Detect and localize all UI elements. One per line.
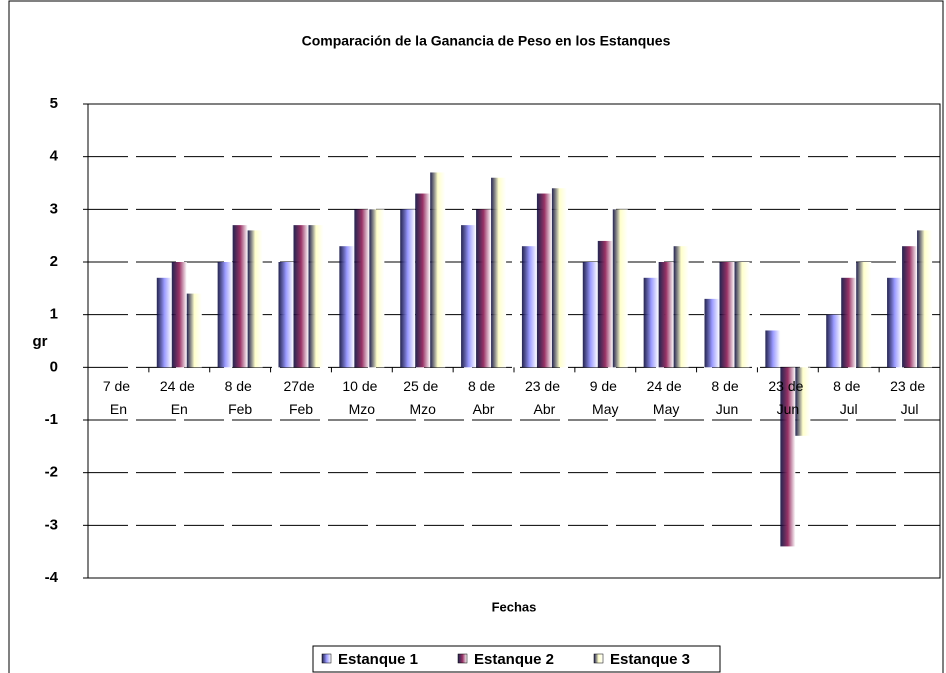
bar — [232, 225, 248, 368]
legend-swatch — [321, 653, 332, 664]
x-axis-title: Fechas — [492, 599, 537, 614]
x-tick-label: 27de Feb — [283, 378, 318, 417]
bar — [521, 246, 537, 368]
bar — [902, 246, 918, 368]
bar — [612, 209, 628, 368]
x-tick-label: 8 de Feb — [225, 378, 256, 417]
bar — [491, 177, 507, 368]
bar — [247, 230, 263, 368]
bar — [186, 293, 202, 368]
legend-swatch — [457, 653, 468, 664]
bar — [734, 262, 750, 368]
bar — [765, 330, 781, 368]
bar — [795, 367, 811, 436]
x-tick-label: 23 de Jun — [768, 378, 807, 417]
bar — [841, 277, 857, 368]
y-tick-label: -4 — [45, 569, 59, 586]
x-tick-label: 7 de En — [103, 378, 134, 417]
bar — [369, 209, 385, 368]
bar — [597, 240, 613, 368]
y-tick-label: -2 — [45, 464, 58, 481]
x-tick-label: 24 de May — [647, 378, 686, 417]
bar — [476, 209, 492, 368]
bar — [780, 367, 796, 547]
x-tick-label: 10 de Mzo — [342, 378, 381, 417]
y-tick-label: 1 — [50, 306, 58, 323]
legend-swatch — [593, 653, 604, 664]
x-tick-label: 24 de En — [160, 378, 199, 417]
x-tick-label: 25 de Mzo — [403, 378, 442, 417]
y-tick-label: 5 — [50, 95, 58, 112]
chart-frame — [8, 0, 944, 673]
bar — [856, 262, 872, 368]
legend-box — [312, 645, 721, 673]
x-tick-label: 9 de May — [590, 378, 621, 417]
y-tick-label: 4 — [50, 148, 59, 165]
bar — [826, 314, 842, 368]
y-tick-label: -3 — [45, 516, 58, 533]
bar — [719, 262, 735, 368]
bar — [308, 225, 324, 368]
bar — [415, 193, 431, 368]
bar — [887, 277, 903, 368]
bar — [354, 209, 370, 368]
bar — [536, 193, 552, 368]
x-tick-label: 23 de Jul — [890, 378, 929, 417]
legend-label: Estanque 2 — [474, 651, 554, 668]
x-tick-label: 8 de Abr — [468, 378, 499, 417]
bar — [339, 246, 355, 368]
x-tick-label: 8 de Jun — [711, 378, 742, 417]
bar — [217, 262, 233, 368]
y-axis-title: gr — [33, 333, 48, 350]
legend-label: Estanque 3 — [610, 651, 690, 668]
x-tick-label: 23 de Abr — [525, 378, 564, 417]
legend-label: Estanque 1 — [338, 651, 418, 668]
bar — [461, 225, 477, 368]
bar — [704, 298, 720, 368]
y-tick-label: 2 — [50, 253, 58, 270]
bar — [917, 230, 933, 368]
bar — [673, 246, 689, 368]
bar — [582, 262, 598, 368]
y-tick-label: -1 — [45, 411, 58, 428]
bar — [643, 277, 659, 368]
plot-area — [87, 103, 941, 579]
bar — [551, 188, 567, 368]
bar — [156, 277, 172, 368]
x-tick-label: 8 de Jul — [833, 378, 864, 417]
bar — [171, 262, 187, 368]
bar — [400, 209, 416, 368]
bar — [658, 262, 674, 368]
y-tick-label: 0 — [50, 358, 58, 375]
bar — [278, 262, 294, 368]
y-tick-label: 3 — [50, 200, 58, 217]
bar — [293, 225, 309, 368]
chart-title: Comparación de la Ganancia de Peso en lo… — [302, 33, 671, 49]
bar — [430, 172, 446, 368]
